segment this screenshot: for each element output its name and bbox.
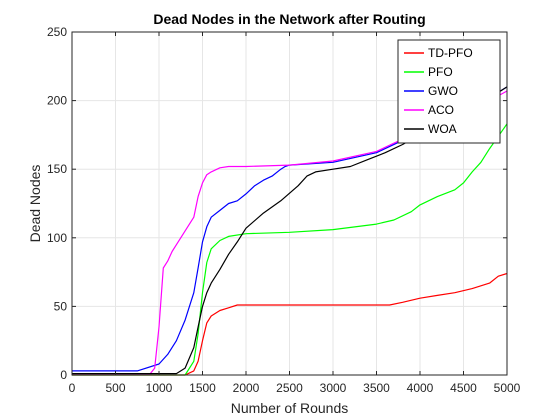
y-tick-label: 100 bbox=[47, 231, 67, 245]
x-tick-label: 1500 bbox=[189, 381, 216, 395]
x-tick-label: 3500 bbox=[363, 381, 390, 395]
legend-label: TD-PFO bbox=[428, 46, 473, 60]
legend-label: WOA bbox=[428, 122, 457, 136]
x-tick-label: 4000 bbox=[407, 381, 434, 395]
x-tick-label: 2500 bbox=[276, 381, 303, 395]
y-axis-title: Dead Nodes bbox=[27, 165, 43, 243]
series-line-aco bbox=[72, 90, 508, 375]
x-tick-label: 0 bbox=[69, 381, 76, 395]
y-tick-label: 50 bbox=[54, 299, 68, 313]
y-tick-label: 150 bbox=[47, 162, 67, 176]
x-tick-label: 2000 bbox=[233, 381, 260, 395]
series-line-gwo bbox=[72, 86, 508, 372]
x-tick-label: 3000 bbox=[320, 381, 347, 395]
legend-label: ACO bbox=[428, 103, 454, 117]
legend-label: PFO bbox=[428, 65, 453, 79]
ticks: 0 500 1000 1500 2000 2500 3000 3500 4000 4500 5000… bbox=[47, 25, 521, 395]
x-tick-label: 4500 bbox=[450, 381, 477, 395]
chart-title: Dead Nodes in the Network after Routing bbox=[153, 11, 425, 27]
legend: TD-PFO PFO GWO ACO WOA bbox=[397, 39, 501, 144]
legend-label: GWO bbox=[428, 84, 458, 98]
x-tick-label: 5000 bbox=[494, 381, 521, 395]
y-tick-label: 0 bbox=[60, 368, 67, 382]
y-tick-label: 250 bbox=[47, 25, 67, 39]
x-tick-label: 1000 bbox=[146, 381, 173, 395]
y-tick-label: 200 bbox=[47, 94, 67, 108]
series-line-pfo bbox=[72, 123, 508, 376]
series-line-td-pfo bbox=[72, 272, 508, 376]
x-axis-title: Number of Rounds bbox=[231, 400, 349, 416]
x-tick-label: 500 bbox=[105, 381, 125, 395]
